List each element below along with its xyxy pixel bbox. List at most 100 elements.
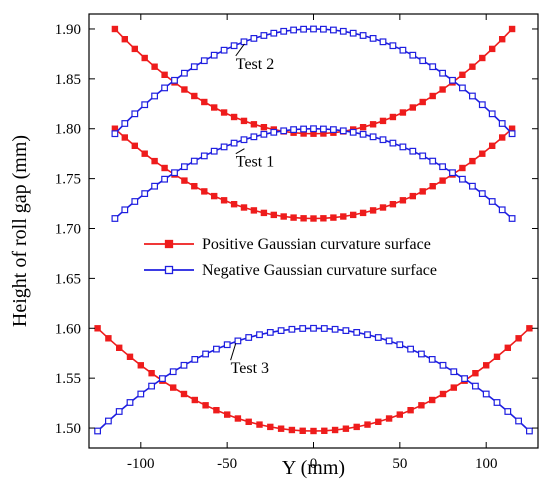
data-point: [359, 130, 367, 138]
data-point: [290, 126, 297, 134]
data-point: [310, 125, 317, 133]
y-tick-label: 1.70: [55, 222, 81, 238]
data-point: [419, 98, 426, 106]
data-point: [220, 46, 228, 54]
data-point: [409, 192, 416, 200]
data-point: [504, 408, 512, 415]
data-point: [399, 46, 407, 54]
data-point: [260, 130, 268, 138]
data-point: [250, 121, 258, 128]
data-point: [399, 197, 407, 204]
data-point: [339, 27, 347, 35]
data-point: [310, 25, 317, 33]
data-point: [131, 142, 138, 149]
data-point: [131, 45, 138, 53]
data-point: [515, 335, 522, 342]
y-tick-label: 1.50: [55, 421, 81, 437]
y-tick-label: 1.90: [55, 22, 81, 38]
data-point: [260, 124, 268, 131]
data-point: [375, 418, 382, 425]
data-point: [230, 139, 238, 147]
data-point: [450, 368, 458, 376]
data-point: [418, 402, 425, 409]
data-point: [220, 109, 228, 116]
data-point: [340, 213, 347, 220]
data-point: [121, 36, 128, 43]
data-point: [330, 126, 337, 134]
data-point: [161, 71, 168, 78]
data-point: [488, 142, 496, 149]
data-point: [482, 390, 490, 398]
data-point: [104, 417, 112, 425]
data-point: [331, 426, 339, 434]
data-point: [407, 345, 414, 353]
data-point: [488, 45, 496, 53]
data-point: [389, 113, 397, 121]
data-point: [141, 190, 149, 198]
data-point: [190, 157, 198, 165]
annotation-label: Test 1: [236, 154, 274, 171]
data-point: [379, 204, 387, 211]
data-point: [515, 417, 522, 425]
data-point: [300, 125, 307, 133]
data-point: [141, 101, 149, 109]
data-point: [210, 104, 218, 111]
data-point: [256, 331, 263, 339]
legend-label: Positive Gaussian curvature surface: [202, 236, 431, 253]
data-point: [201, 188, 208, 195]
data-point: [111, 130, 119, 138]
data-point: [439, 69, 446, 77]
data-point: [478, 190, 486, 198]
data-point: [449, 169, 456, 177]
data-point: [369, 133, 377, 141]
y-tick-label: 1.75: [55, 172, 81, 188]
data-point: [508, 25, 516, 33]
data-point: [364, 421, 371, 428]
data-point: [320, 25, 327, 33]
x-tick-label: 100: [475, 456, 498, 472]
data-point: [469, 157, 476, 165]
data-point: [369, 34, 377, 42]
data-point: [137, 390, 145, 398]
data-point: [369, 121, 377, 128]
data-point: [504, 344, 511, 351]
data-point: [331, 325, 339, 333]
data-point: [151, 182, 159, 190]
data-point: [472, 369, 479, 377]
data-point: [439, 163, 446, 171]
data-point: [508, 130, 516, 138]
data-point: [407, 406, 414, 414]
data-point: [191, 356, 199, 363]
data-point: [280, 127, 288, 135]
data-point: [213, 406, 220, 414]
data-point: [409, 104, 416, 111]
data-point: [342, 425, 350, 432]
data-point: [240, 117, 248, 125]
data-point: [161, 164, 168, 172]
data-point: [320, 125, 327, 133]
data-point: [439, 390, 447, 398]
data-point: [171, 169, 178, 177]
data-point: [169, 384, 177, 391]
data-point: [498, 134, 506, 141]
data-point: [234, 337, 242, 345]
data-point: [181, 163, 188, 171]
data-point: [418, 350, 425, 358]
data-point: [213, 345, 220, 353]
data-point: [220, 197, 228, 204]
y-tick-label: 1.60: [55, 321, 81, 337]
data-point: [277, 327, 285, 334]
data-point: [121, 134, 128, 141]
data-point: [137, 362, 144, 369]
data-point: [419, 57, 427, 65]
data-point: [459, 71, 466, 78]
data-point: [310, 324, 317, 332]
data-point: [488, 198, 496, 205]
data-point: [469, 92, 476, 100]
data-point: [161, 84, 169, 92]
data-point: [151, 157, 158, 165]
x-tick-label: -50: [217, 456, 237, 472]
data-point: [321, 427, 328, 434]
data-point: [300, 215, 307, 222]
data-point: [131, 198, 139, 205]
